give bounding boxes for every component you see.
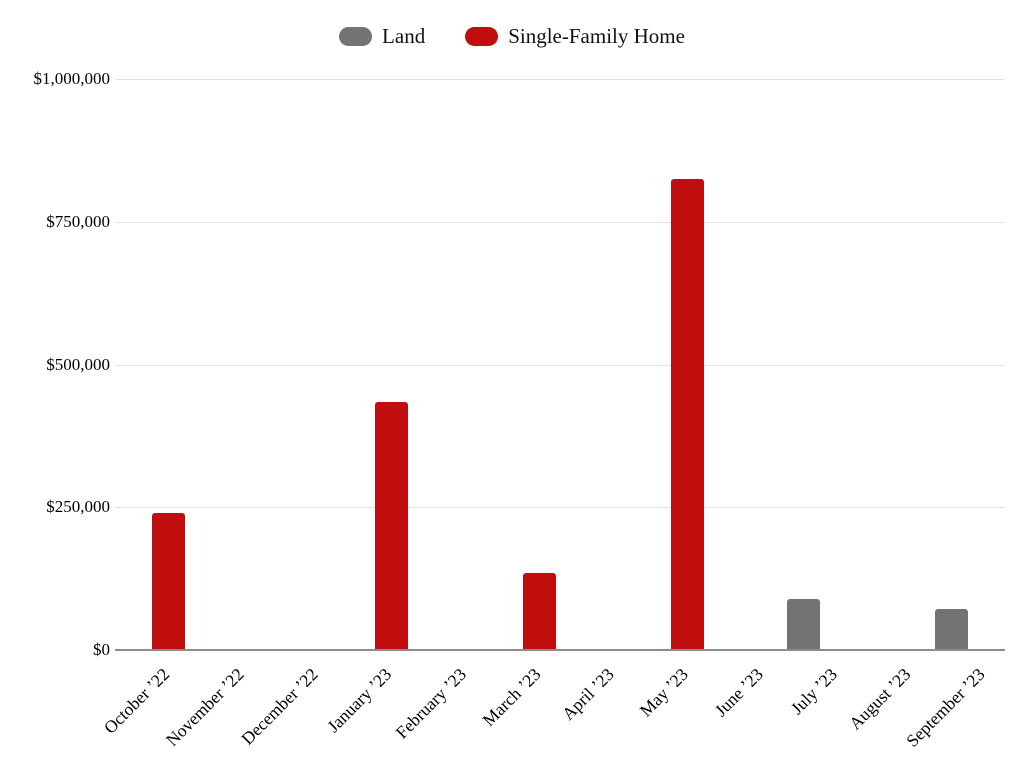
y-tick-label: $250,000: [46, 497, 110, 517]
gridline: [115, 221, 1005, 223]
bar-single-family-home-march-23[interactable]: [522, 572, 556, 650]
gridline: [115, 79, 1005, 80]
y-tick-label: $1,000,000: [33, 69, 111, 88]
bar-single-family-home-october-22[interactable]: [152, 512, 186, 650]
x-tick-label-october-22: October ’22: [99, 664, 174, 738]
x-tick-label-september-23: September ’23: [902, 664, 990, 751]
x-axis-line: [115, 649, 1005, 651]
x-tick-label-july-23: July ’23: [786, 664, 841, 719]
chart-legend: Land Single-Family Home: [0, 24, 1024, 49]
y-tick-label: $750,000: [46, 211, 110, 231]
legend-label-single-family-home: Single-Family Home: [508, 24, 685, 48]
legend-swatch-single-family-home-icon: [465, 27, 499, 46]
legend-item-single-family-home[interactable]: Single-Family Home: [465, 24, 685, 49]
y-tick-label: $500,000: [46, 354, 110, 374]
x-tick-label-may-23: May ’23: [635, 664, 693, 721]
x-tick-label-april-23: April ’23: [558, 664, 619, 724]
gridline: [115, 364, 1005, 366]
x-tick-label-august-23: August ’23: [845, 664, 915, 734]
y-axis: $0 $250,000 $500,000 $750,000 $1,000,000: [0, 0, 111, 768]
x-tick-label-december-22: December ’22: [236, 664, 322, 749]
bar-land-july-23[interactable]: [786, 598, 820, 650]
legend-label-land: Land: [382, 24, 426, 48]
x-tick-label-january-23: January ’23: [323, 664, 396, 737]
x-tick-label-june-23: June ’23: [710, 664, 767, 721]
legend-item-land[interactable]: Land: [339, 24, 425, 49]
bar-single-family-home-may-23[interactable]: [671, 178, 705, 650]
x-tick-label-november-22: November ’22: [161, 664, 248, 750]
y-tick-label: $0: [93, 640, 110, 659]
plot-area: [115, 79, 1005, 651]
x-tick-label-february-23: February ’23: [391, 664, 470, 743]
gridline: [115, 507, 1005, 509]
x-tick-label-march-23: March ’23: [478, 664, 545, 731]
bar-single-family-home-january-23[interactable]: [374, 401, 408, 650]
bar-land-september-23[interactable]: [934, 608, 968, 650]
legend-swatch-land-icon: [339, 27, 373, 46]
